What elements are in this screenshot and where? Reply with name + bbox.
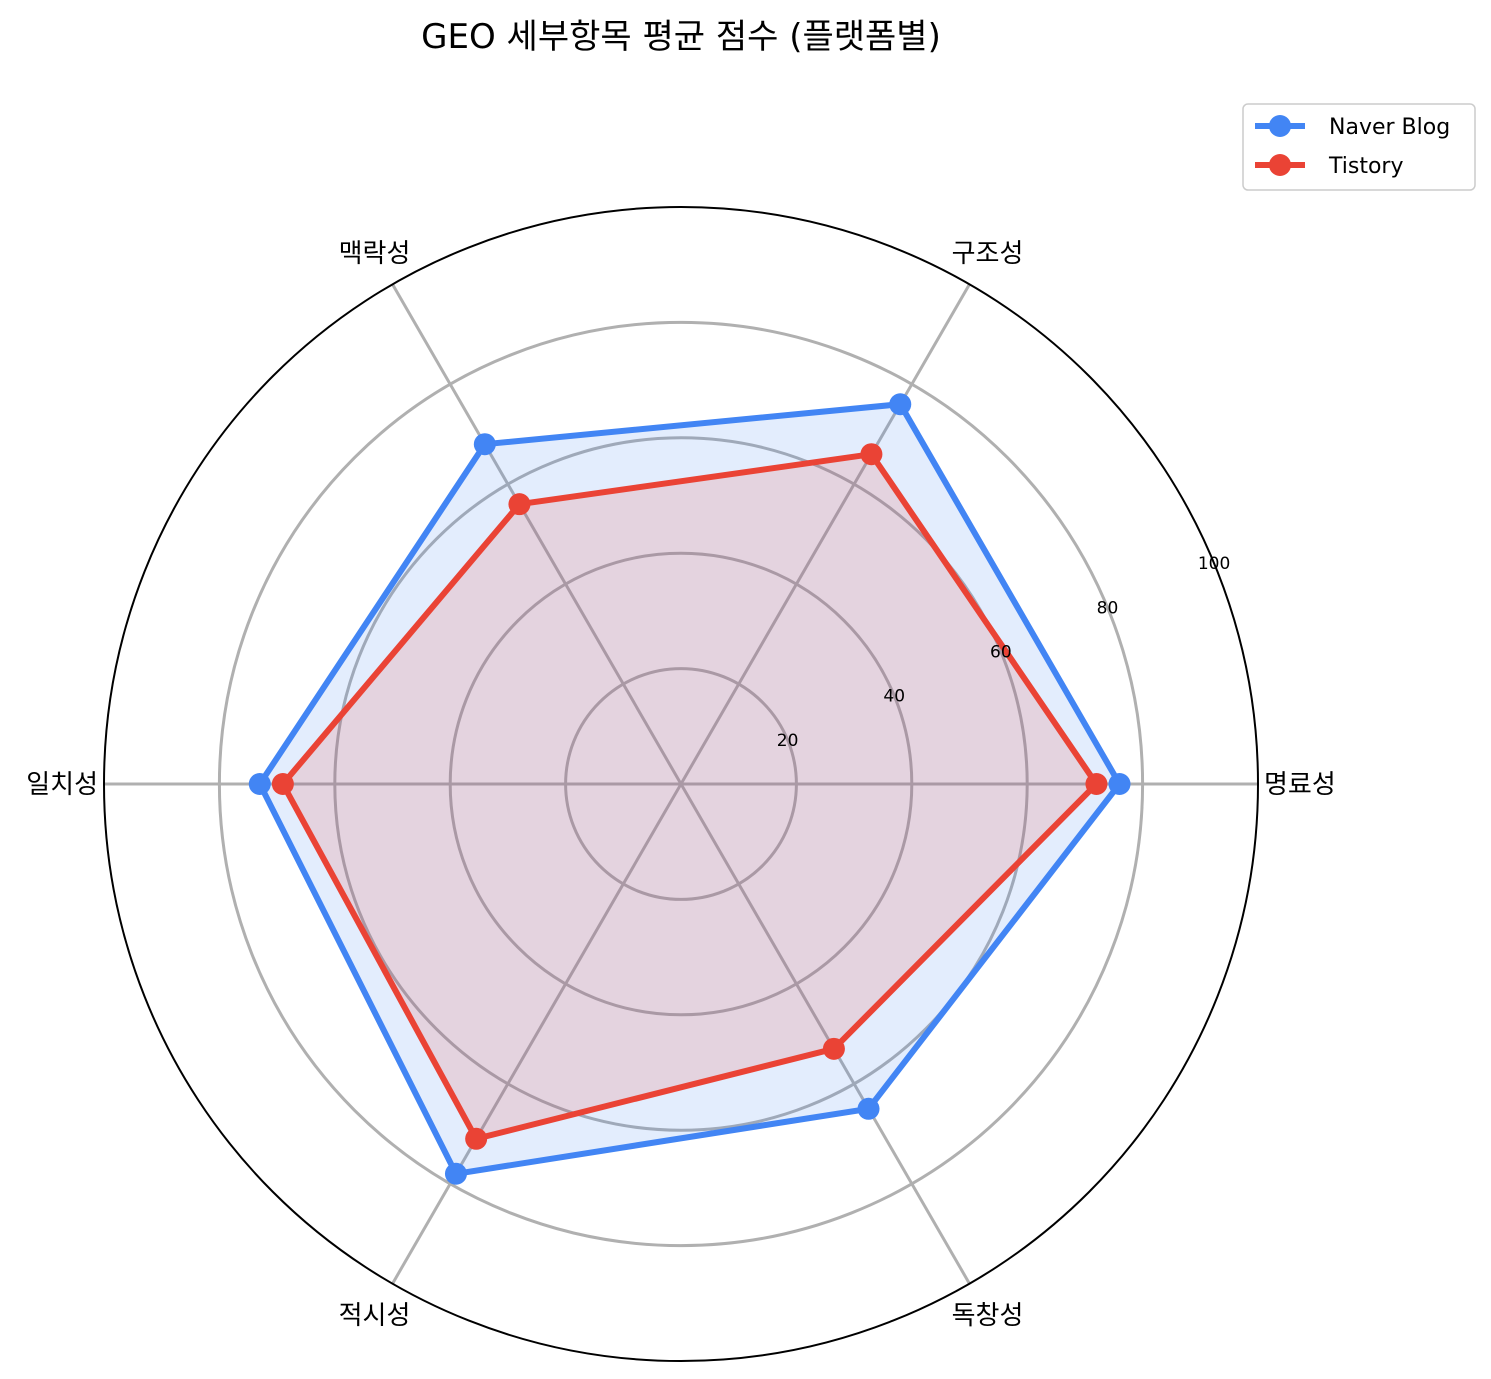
series-0-point-4 xyxy=(445,1163,467,1185)
series-0-point-2 xyxy=(474,433,496,455)
r-tick-label-40: 40 xyxy=(883,687,905,707)
category-label-1: 구조성 xyxy=(952,239,1024,269)
r-tick-label-100: 100 xyxy=(1198,554,1230,574)
r-tick-label-80: 80 xyxy=(1097,598,1119,618)
legend-label-1: Tistory xyxy=(1328,154,1404,179)
series-1-point-5 xyxy=(823,1038,845,1060)
series-1-point-4 xyxy=(465,1128,487,1150)
chart-title: GEO 세부항목 평균 점수 (플랫폼별) xyxy=(421,17,941,57)
r-tick-label-20: 20 xyxy=(777,731,799,751)
category-label-3: 일치성 xyxy=(26,770,98,800)
series-0-point-5 xyxy=(858,1098,880,1120)
category-label-4: 적시성 xyxy=(339,1301,411,1331)
r-tick-label-60: 60 xyxy=(990,643,1012,663)
category-label-5: 독창성 xyxy=(952,1301,1024,1331)
legend-swatch-marker-0 xyxy=(1269,115,1291,137)
series-1-point-1 xyxy=(860,443,882,465)
legend-label-0: Naver Blog xyxy=(1329,115,1450,140)
legend: Naver Blog Tistory xyxy=(1243,104,1475,190)
series-0-point-3 xyxy=(249,773,271,795)
series-0-point-1 xyxy=(889,393,911,415)
category-label-2: 맥락성 xyxy=(339,239,411,269)
series-1-point-2 xyxy=(508,493,530,515)
series-1-point-3 xyxy=(272,773,294,795)
category-label-0: 명료성 xyxy=(1264,770,1336,800)
radar-series xyxy=(249,393,1131,1185)
series-1-point-0 xyxy=(1085,773,1107,795)
series-0-point-0 xyxy=(1109,773,1131,795)
legend-swatch-marker-1 xyxy=(1269,154,1291,176)
